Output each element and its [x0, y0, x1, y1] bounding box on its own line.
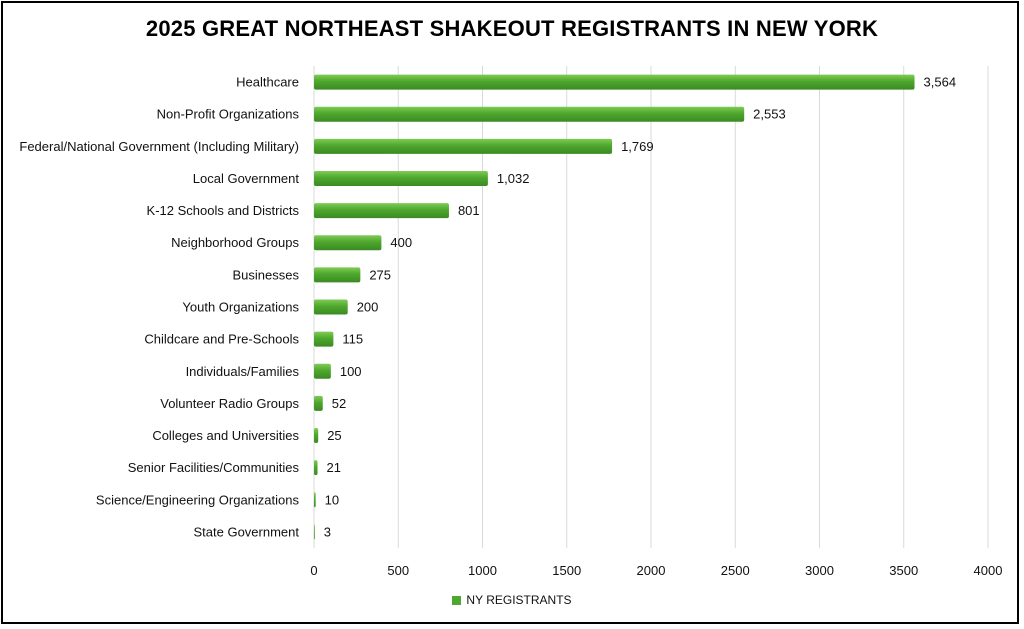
category-label: Healthcare [236, 75, 299, 90]
bar [314, 492, 316, 508]
value-label: 801 [458, 203, 480, 218]
category-label: Local Government [193, 171, 300, 186]
category-label: Federal/National Government (Including M… [19, 139, 299, 154]
value-label: 115 [342, 332, 363, 347]
category-labels: Healthcare Non-Profit Organizations Federa… [19, 75, 299, 540]
x-tick-label: 1000 [468, 563, 497, 578]
bar [314, 203, 449, 219]
category-label: Volunteer Radio Groups [160, 396, 299, 411]
value-label: 3 [324, 524, 331, 539]
legend: NY REGISTRANTS [0, 593, 1024, 607]
value-label: 1,032 [497, 171, 530, 186]
value-label: 52 [332, 396, 346, 411]
bar [314, 363, 331, 379]
legend-swatch [452, 596, 462, 605]
bar [314, 428, 319, 444]
bar [314, 138, 613, 154]
category-label: Neighborhood Groups [171, 235, 299, 250]
x-tick-label: 2000 [637, 563, 666, 578]
bar [314, 267, 361, 283]
legend-label: NY REGISTRANTS [466, 593, 572, 607]
value-label: 10 [325, 492, 339, 507]
x-tick-label: 3500 [889, 563, 918, 578]
x-tick-label: 500 [387, 563, 409, 578]
bars [314, 74, 915, 540]
category-label: Non-Profit Organizations [157, 107, 300, 122]
value-label: 1,769 [621, 139, 654, 154]
bar [314, 395, 323, 411]
category-label: Businesses [233, 267, 300, 282]
category-label: Individuals/Families [186, 364, 300, 379]
x-tick-label: 3000 [805, 563, 834, 578]
value-label: 21 [327, 460, 341, 475]
bar [314, 235, 382, 251]
value-label: 400 [390, 235, 412, 250]
chart-title: 2025 GREAT NORTHEAST SHAKEOUT REGISTRANT… [145, 16, 879, 41]
value-label: 25 [327, 428, 341, 443]
x-tick-label: 0 [310, 563, 317, 578]
bar [314, 460, 318, 476]
x-tick-label: 4000 [974, 563, 1003, 578]
value-label: 200 [357, 300, 379, 315]
category-label: State Government [194, 524, 300, 539]
bar [314, 74, 915, 90]
category-label: Youth Organizations [182, 300, 299, 315]
bar [314, 299, 348, 315]
value-labels: 3,564 2,553 1,769 1,032 801 400 275 200 115 100 52… [324, 75, 956, 540]
category-label: Senior Facilities/Communities [128, 460, 300, 475]
x-tick-label: 1500 [552, 563, 581, 578]
value-label: 3,564 [924, 75, 957, 90]
value-label: 275 [369, 267, 391, 282]
category-label: Science/Engineering Organizations [96, 492, 300, 507]
bar [314, 524, 315, 540]
category-label: Colleges and Universities [152, 428, 299, 443]
category-label: Childcare and Pre-Schools [144, 332, 299, 347]
x-tick-label: 2500 [721, 563, 750, 578]
value-label: 100 [340, 364, 362, 379]
bar [314, 170, 488, 186]
category-label: K-12 Schools and Districts [147, 203, 300, 218]
bar [314, 106, 745, 122]
value-label: 2,553 [753, 107, 786, 122]
x-axis-ticks: 0 500 1000 1500 2000 2500 3000 3500 4000 [310, 563, 1002, 578]
bar [314, 331, 334, 347]
